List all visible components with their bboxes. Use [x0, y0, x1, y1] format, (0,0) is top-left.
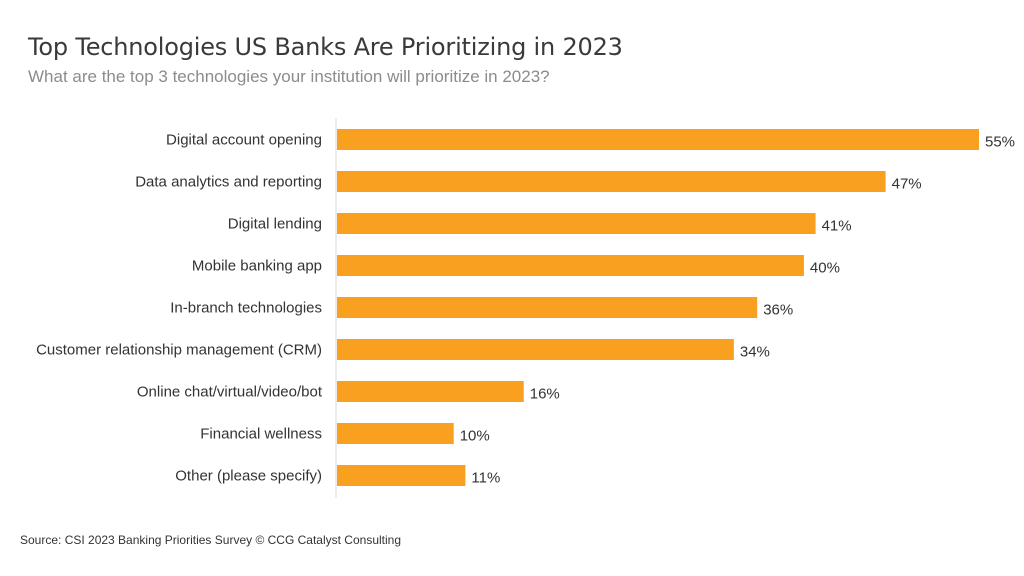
- data-label: 41%: [822, 218, 852, 235]
- category-label: Digital lending: [228, 216, 322, 233]
- bar: [337, 213, 816, 234]
- bar: [337, 465, 466, 486]
- data-label: 47%: [892, 176, 922, 193]
- bar: [337, 339, 734, 360]
- category-label: Data analytics and reporting: [135, 174, 322, 191]
- category-label: Other (please specify): [175, 468, 322, 485]
- category-label: In-branch technologies: [170, 300, 322, 317]
- bar: [337, 171, 886, 192]
- bar: [337, 297, 758, 318]
- bar: [337, 255, 804, 276]
- bar: [337, 381, 524, 402]
- data-label: 11%: [471, 470, 500, 487]
- category-label: Financial wellness: [200, 426, 322, 443]
- category-label: Digital account opening: [166, 132, 322, 149]
- data-label: 36%: [763, 302, 793, 319]
- chart-title: Top Technologies US Banks Are Prioritizi…: [28, 33, 623, 61]
- bar: [337, 129, 979, 150]
- data-label: 55%: [985, 134, 1015, 151]
- category-label: Mobile banking app: [192, 258, 322, 275]
- data-label: 10%: [460, 428, 490, 445]
- data-label: 16%: [530, 386, 560, 403]
- chart-subtitle: What are the top 3 technologies your ins…: [28, 67, 550, 86]
- category-label: Online chat/virtual/video/bot: [137, 384, 323, 401]
- bar: [337, 423, 454, 444]
- category-label: Customer relationship management (CRM): [36, 342, 322, 359]
- data-label: 40%: [810, 260, 840, 277]
- source-note: Source: CSI 2023 Banking Priorities Surv…: [20, 533, 402, 547]
- data-label: 34%: [740, 344, 770, 361]
